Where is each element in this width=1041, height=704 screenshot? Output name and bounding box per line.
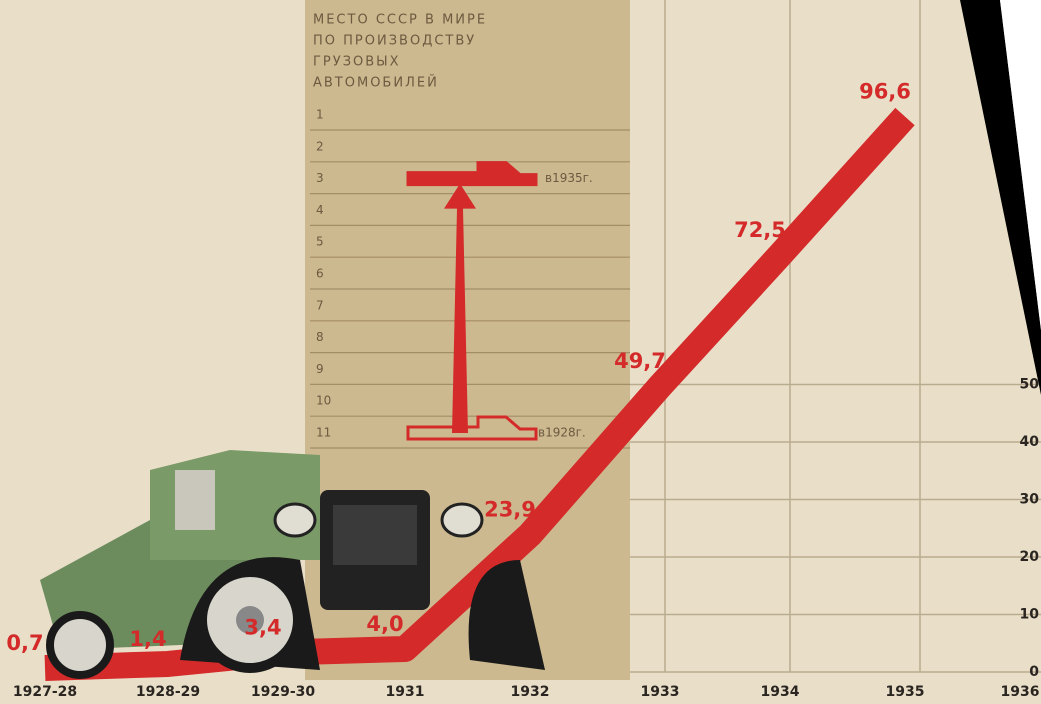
rank-label: 6 <box>316 267 324 281</box>
rank-label: 7 <box>316 298 324 312</box>
rank-label: 8 <box>316 330 324 344</box>
truck-headlight <box>275 504 315 536</box>
rank-label: 10 <box>316 394 331 408</box>
inset-title: АВТОМОБИЛЕЙ <box>313 75 439 91</box>
inset-label: в1928г. <box>538 426 586 440</box>
page: {"chart_data": {"type": "line", "categor… <box>0 0 1041 704</box>
value-label: 3,4 <box>244 615 281 639</box>
inset-title: МЕСТО СССР В МИРЕ <box>313 13 487 28</box>
value-label: 49,7 <box>614 349 666 373</box>
value-label: 96,6 <box>859 80 911 104</box>
value-label: 1,4 <box>129 627 166 651</box>
x-tick-label: 1929-30 <box>251 684 316 700</box>
y-tick-label: 40 <box>1020 434 1040 450</box>
chart: МЕСТО СССР В МИРЕ ПО ПРОИЗВОДСТВУ ГРУЗОВЫХ… <box>0 0 1041 704</box>
rank-label: 11 <box>316 426 331 440</box>
rank-label: 2 <box>316 139 324 153</box>
value-label: 0,7 <box>6 631 43 655</box>
y-tick-label: 0 <box>1029 664 1039 680</box>
value-label: 72,5 <box>734 218 786 242</box>
x-tick-label: 1934 <box>761 684 800 700</box>
inset-label: в1935г. <box>545 171 593 185</box>
value-label: 4,0 <box>366 612 403 636</box>
x-tick-label: 1935 <box>886 684 925 700</box>
truck-grille-inner <box>333 505 417 565</box>
rank-label: 1 <box>316 108 324 122</box>
truck-wheel <box>50 615 110 675</box>
x-tick-label: 1931 <box>386 684 425 700</box>
value-label: 23,9 <box>484 498 536 522</box>
x-tick-label: 1933 <box>641 684 680 700</box>
y-tick-label: 50 <box>1020 377 1040 393</box>
y-tick-label: 20 <box>1020 549 1040 565</box>
x-tick-label: 1927-28 <box>13 684 77 700</box>
y-tick-label: 30 <box>1020 492 1040 508</box>
x-tick-label: 1932 <box>511 684 550 700</box>
x-tick-label: 1928-29 <box>136 684 200 700</box>
truck-window <box>175 470 215 530</box>
rank-label: 4 <box>316 203 324 217</box>
x-tick-label: 1936 <box>1001 684 1040 700</box>
truck-headlight <box>442 504 482 536</box>
y-tick-label: 10 <box>1020 607 1040 623</box>
inset-title: ПО ПРОИЗВОДСТВУ <box>313 34 476 49</box>
inset-title: ГРУЗОВЫХ <box>313 55 401 70</box>
rank-label: 9 <box>316 362 324 376</box>
rank-label: 5 <box>316 235 324 249</box>
rank-label: 3 <box>316 171 324 185</box>
